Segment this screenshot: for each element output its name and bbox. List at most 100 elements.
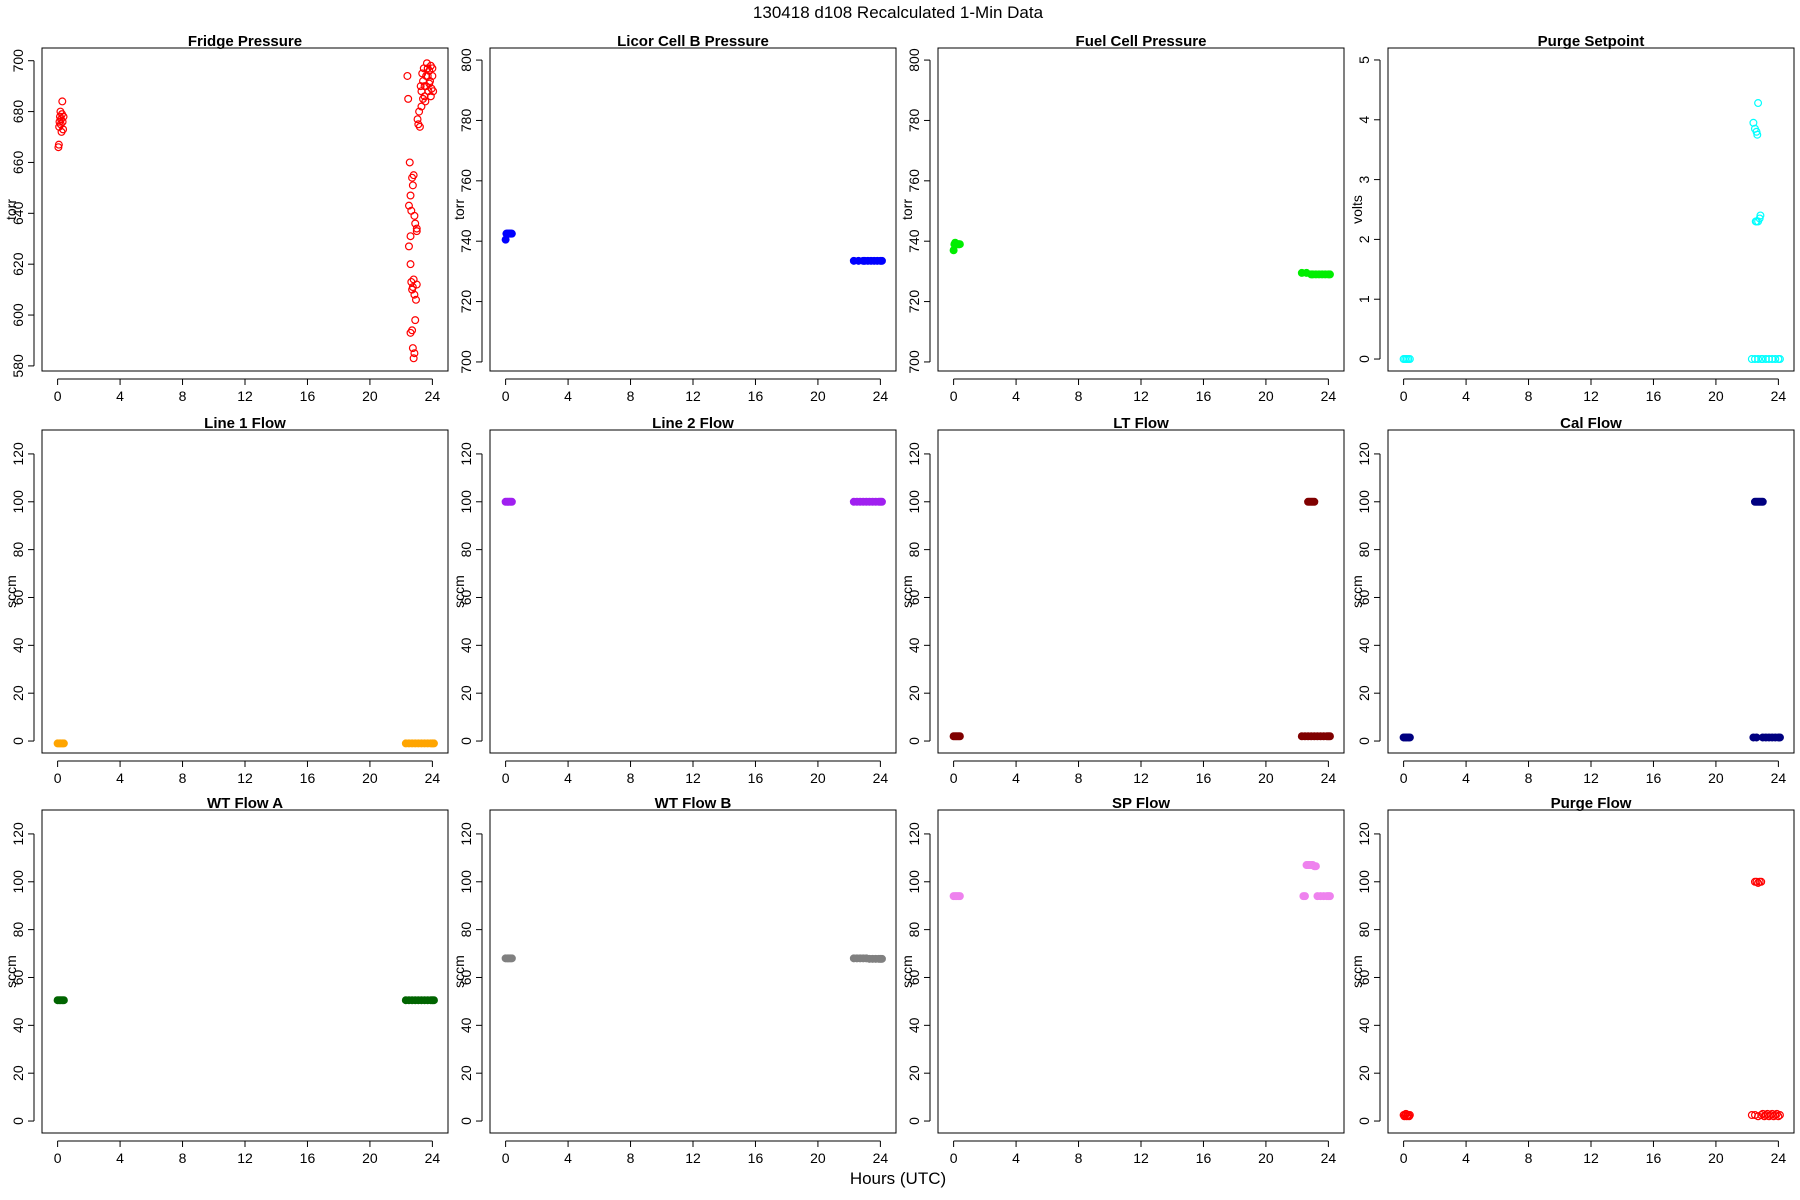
y-tick-label: 120 [458,822,474,846]
x-tick-label: 0 [950,1150,958,1166]
y-axis: 0 20 40 60 80 100 120 [906,442,931,745]
plot-frame [41,809,449,1134]
x-tick-label: 20 [810,388,826,404]
x-axis: 0 4 8 12 16 20 24 [950,760,1336,786]
plot-frame [41,47,449,372]
data-point [410,349,419,358]
x-tick-label: 4 [564,388,572,404]
y-tick-label: 100 [10,490,26,514]
x-tick-label: 4 [1462,1150,1470,1166]
x-tick-label: 0 [1400,770,1408,786]
x-tick-label: 16 [748,388,764,404]
chart-panel: Line 2 Flow sccm 0 4 8 12 16 20 24 0 20 40 60 80 100 12… [451,415,897,786]
x-tick-label: 12 [1133,1150,1149,1166]
y-tick-label: 60 [458,589,474,605]
x-tick-label: 4 [116,770,124,786]
x-tick-label: 4 [564,1150,572,1166]
data-point [1757,877,1766,886]
data-points [1399,99,1784,364]
data-point [404,201,413,210]
data-point [955,240,964,249]
y-tick-label: 80 [458,922,474,938]
y-tick-label: 20 [458,685,474,701]
y-axis: 0 20 40 60 80 100 120 [10,442,35,745]
y-tick-label: 740 [458,229,474,253]
x-tick-label: 16 [1196,770,1212,786]
y-tick-label: 720 [458,290,474,314]
data-point [423,64,432,73]
panel-title: Fuel Cell Pressure [1076,33,1207,50]
data-point [1405,1111,1414,1120]
y-tick-label: 100 [1356,490,1372,514]
y-tick-label: 40 [458,1017,474,1033]
y-tick-label: 120 [906,822,922,846]
x-axis: 0 4 8 12 16 20 24 [502,378,888,404]
data-point [410,211,419,220]
data-point [1752,877,1761,886]
data-points [54,59,438,363]
plot-frame [489,47,897,372]
y-axis: 0 20 40 60 80 100 120 [458,442,483,745]
x-tick-label: 24 [425,1150,441,1166]
x-tick-label: 8 [1525,770,1533,786]
x-tick-label: 24 [1771,1150,1787,1166]
x-axis: 0 4 8 12 16 20 24 [502,760,889,786]
data-point [1325,270,1334,279]
data-point [1754,99,1763,108]
chart-panel: SP Flow sccm 0 4 8 12 16 20 24 0 20 40 60 80 100 120 [899,795,1345,1166]
x-tick-label: 4 [1462,770,1470,786]
y-tick-label: 20 [906,685,922,701]
panel-title: Purge Flow [1551,795,1632,812]
y-tick-label: 20 [1356,685,1372,701]
x-tick-label: 12 [685,388,701,404]
x-tick-label: 8 [627,770,635,786]
y-axis-label: torr [3,199,19,220]
y-tick-label: 1 [1356,295,1372,303]
y-tick-label: 80 [1356,542,1372,558]
data-point [1325,732,1334,741]
plot-frame [937,429,1345,754]
data-point [59,739,68,748]
plot-frame [489,809,897,1134]
y-tick-label: 100 [458,870,474,894]
y-axis: 0 1 2 3 4 5 [1356,56,1381,363]
x-tick-label: 12 [1133,770,1149,786]
y-tick-label: 60 [458,969,474,985]
data-point [428,64,437,73]
data-points [1399,497,1784,742]
panel-title: SP Flow [1112,795,1170,812]
chart-panel: Cal Flow sccm 0 4 8 12 16 20 24 0 20 40 60 80 100 120 [1349,415,1795,786]
x-tick-label: 0 [1400,388,1408,404]
data-point [422,71,431,80]
y-axis-label: volts [1349,195,1365,224]
y-tick-label: 720 [906,290,922,314]
data-points [501,497,886,506]
y-tick-label: 40 [458,637,474,653]
y-axis-label: torr [451,199,467,220]
y-tick-label: 40 [10,1017,26,1033]
y-tick-label: 780 [906,109,922,133]
data-point [1753,130,1762,139]
x-tick-label: 24 [873,770,889,786]
y-tick-label: 680 [10,100,26,124]
data-point [429,739,438,748]
x-tick-label: 20 [362,770,378,786]
y-tick-label: 100 [906,870,922,894]
data-point [421,97,430,106]
data-point [1405,355,1414,364]
chart-panel: Line 1 Flow sccm 0 4 8 12 16 20 24 0 20 40 60 80 100 12… [3,415,449,786]
data-point [1756,211,1765,220]
data-points [949,497,1334,741]
y-tick-label: 800 [458,48,474,72]
y-tick-label: 660 [10,151,26,175]
data-point [403,71,412,80]
data-point [59,996,68,1005]
x-tick-label: 4 [1012,1150,1020,1166]
x-tick-label: 8 [179,770,187,786]
y-tick-label: 700 [906,350,922,374]
data-point [412,227,421,236]
data-point [410,290,419,299]
data-point [1775,1111,1784,1120]
panel-title: WT Flow B [655,795,732,812]
